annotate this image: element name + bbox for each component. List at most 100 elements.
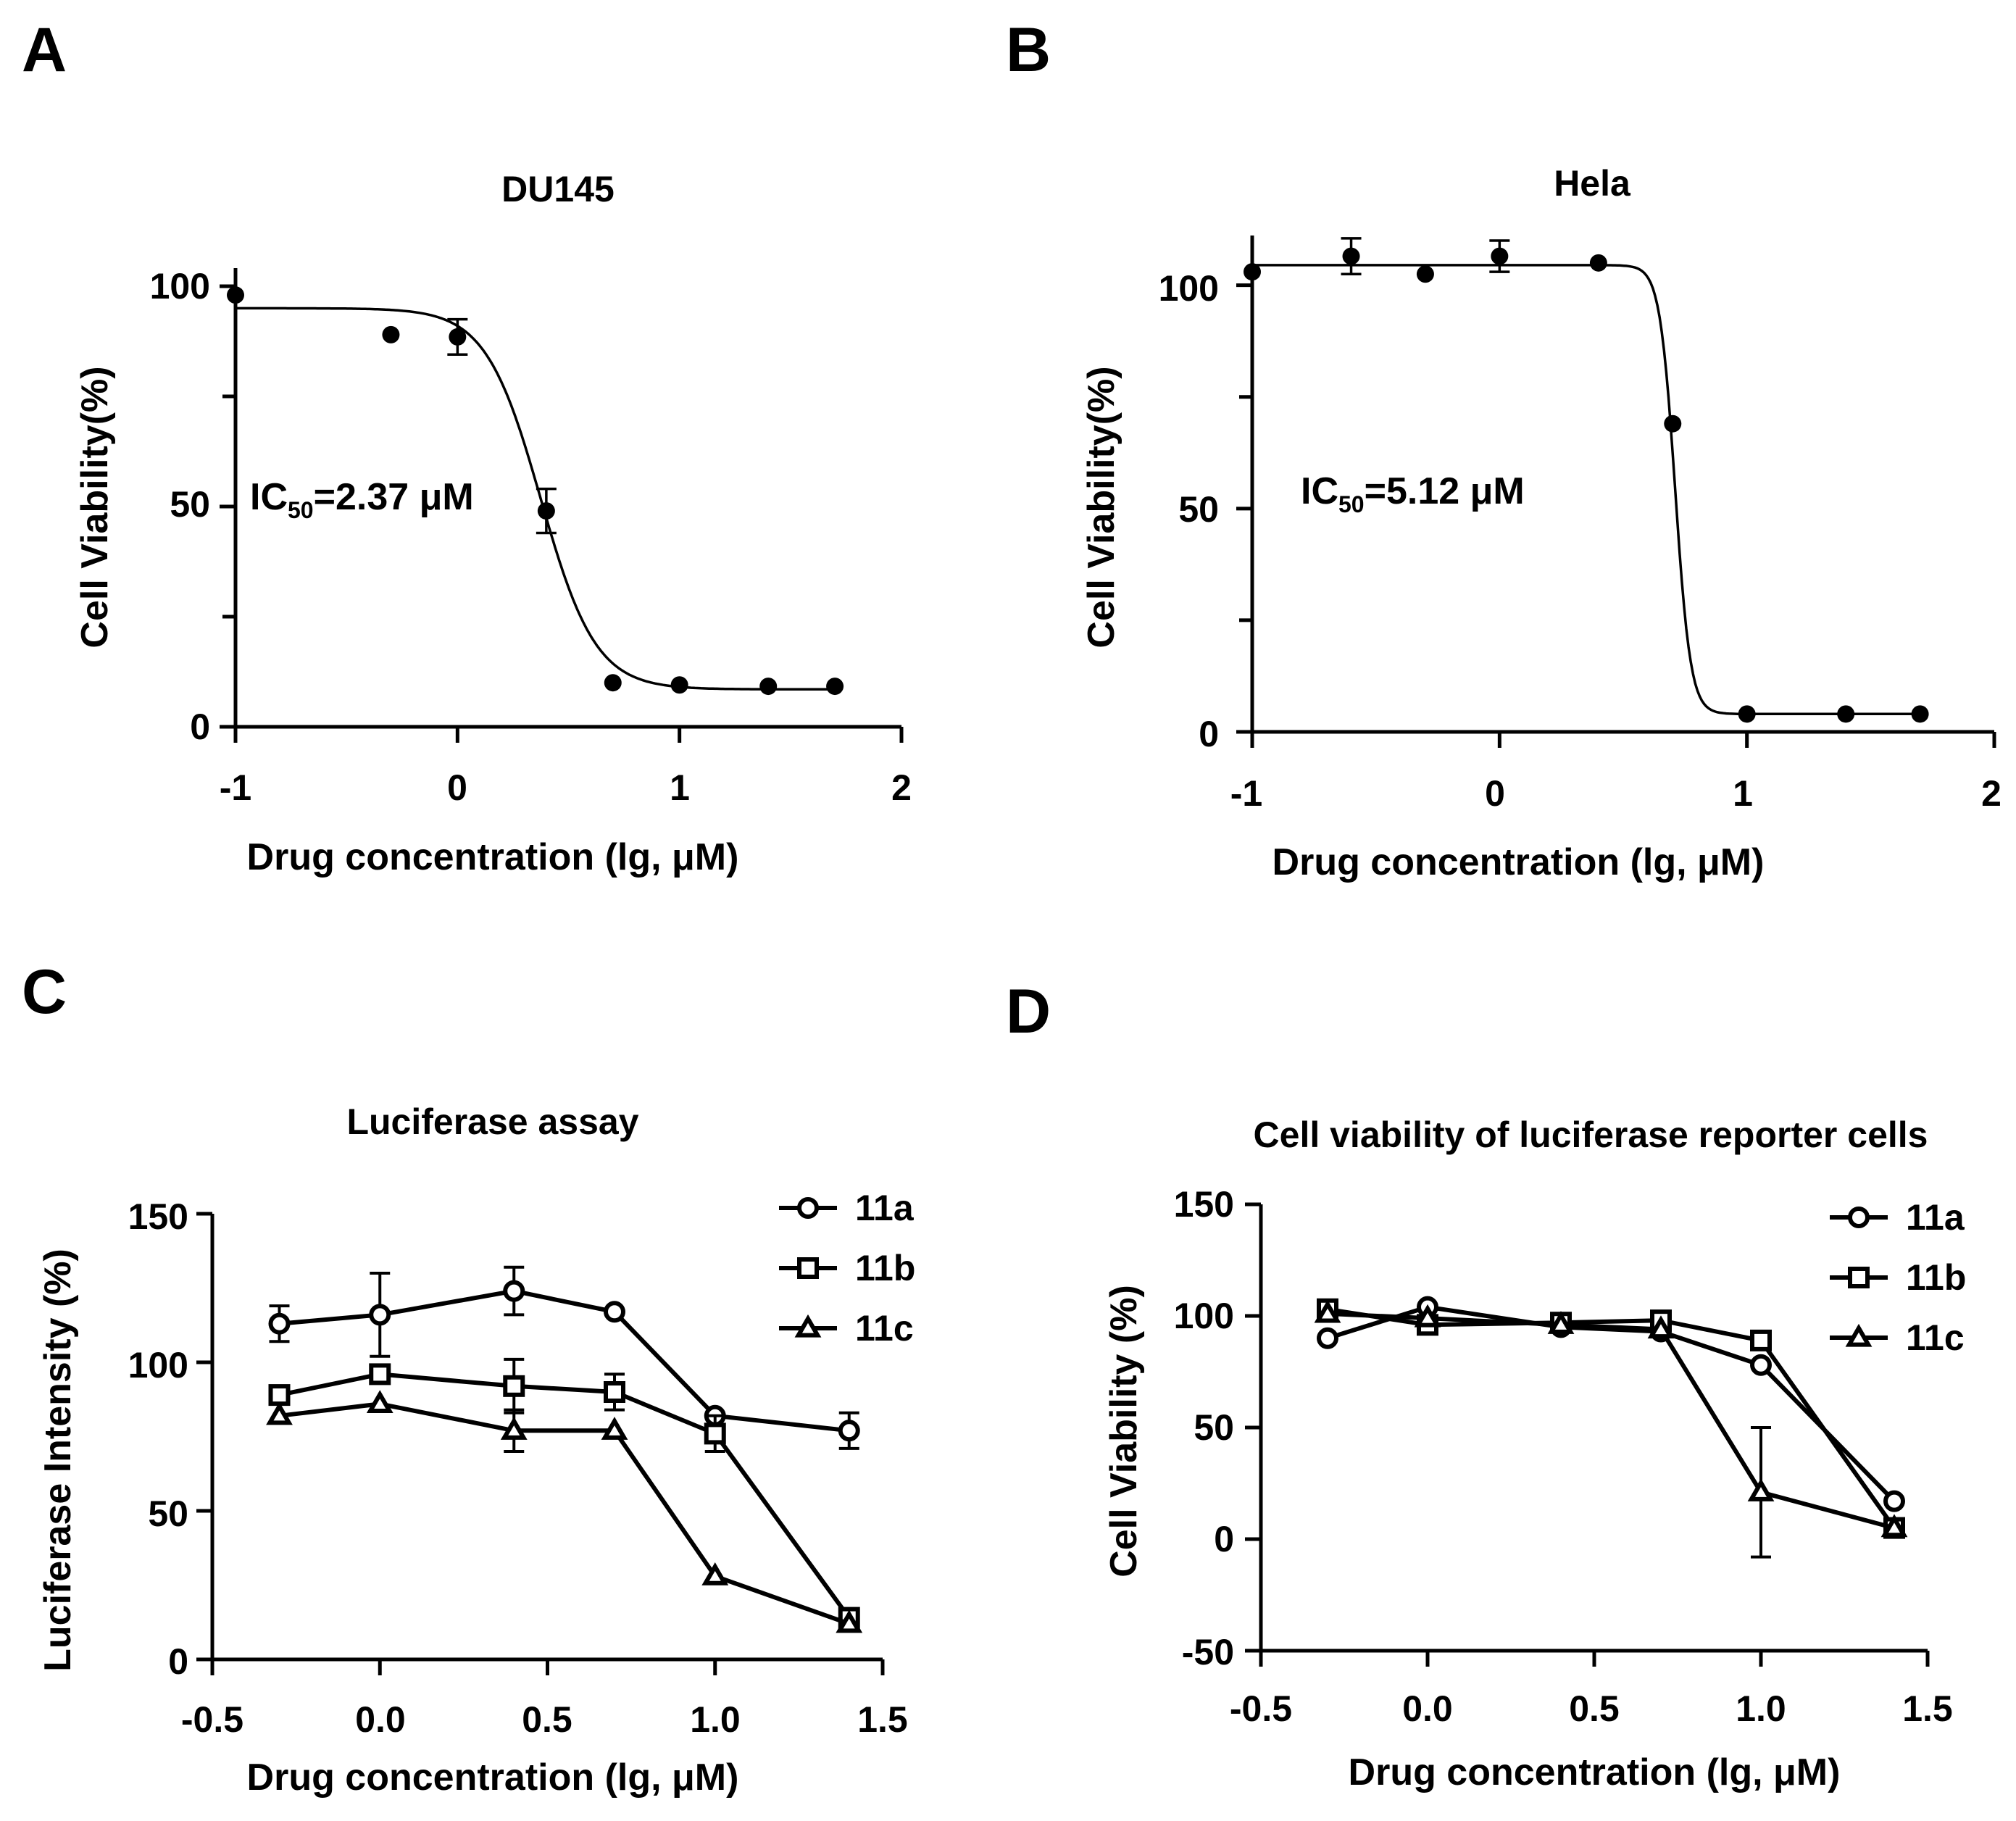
y-tick-label: 0 [1214, 1519, 1234, 1559]
x-tick-label: 1.0 [690, 1699, 741, 1740]
data-point [1491, 247, 1509, 265]
circle-marker [797, 1197, 819, 1219]
triangle-marker [601, 1417, 628, 1440]
y-axis-label-c: Luciferase Intensity (%) [37, 1249, 79, 1672]
series-line-11b [1327, 1307, 1896, 1530]
series-line-11b [278, 1372, 851, 1620]
panel-label-a: A [22, 15, 67, 85]
y-tick-label: 50 [1178, 489, 1219, 530]
square-marker [797, 1257, 819, 1279]
triangle-marker [1414, 1304, 1441, 1328]
x-tick-label: 0 [1485, 773, 1505, 814]
triangle-marker [1845, 1323, 1873, 1347]
fit-curve [236, 307, 836, 691]
ic50-subscript: 50 [288, 497, 314, 523]
legend-d: 11a 11b 11c [1830, 1197, 1966, 1358]
y-ticklabels-c: 0 50 100 150 [128, 1196, 188, 1682]
series-line-11c [279, 1401, 850, 1626]
legend-label: 11a [855, 1188, 915, 1228]
circle-marker [838, 1420, 860, 1442]
ic50-value: =2.37 μM [314, 476, 474, 518]
triangle-marker [794, 1314, 822, 1338]
y-tick-label: 50 [1194, 1407, 1234, 1448]
legend-label: 11c [855, 1308, 914, 1349]
legend-c: 11a 11b 11c [779, 1188, 915, 1349]
y-tick-label: 100 [150, 266, 210, 307]
x-axis-label-a: Drug concentration (lg, μM) [247, 836, 739, 878]
y-axis-label-b: Cell Viability(%) [1080, 366, 1122, 648]
square-marker [604, 1381, 625, 1403]
y-tick-label: 150 [128, 1196, 188, 1237]
triangle-marker [500, 1417, 528, 1440]
x-tick-label: 0.0 [355, 1699, 406, 1740]
series-line-11a [1327, 1304, 1896, 1503]
y-tick-label: -50 [1182, 1632, 1234, 1672]
data-point [759, 678, 778, 696]
square-marker [503, 1375, 525, 1397]
x-tick-label: 2 [891, 767, 912, 808]
x-tick-label: 0.0 [1402, 1688, 1453, 1729]
circle-marker [1750, 1354, 1772, 1376]
y-axis-label-d: Cell Viability (%) [1103, 1285, 1145, 1578]
ic50-annotation-b: IC50=5.12 μM [1301, 470, 1525, 517]
y-tick-label: 0 [190, 707, 210, 747]
ic50-prefix: IC [250, 476, 288, 518]
y-tick-label: 0 [168, 1641, 188, 1682]
series-line-11a [279, 1288, 850, 1433]
x-axis-label-b: Drug concentration (lg, μM) [1273, 841, 1765, 883]
panel-a: A DU145 -1 0 1 2 0 50 100 Drug concentra… [22, 15, 912, 878]
square-marker [268, 1384, 291, 1407]
ic50-prefix: IC [1301, 470, 1338, 512]
circle-marker [268, 1312, 291, 1335]
ic50-value: =5.12 μM [1365, 470, 1525, 512]
y-tick-label: 0 [1199, 714, 1219, 754]
data-point [826, 678, 844, 696]
data-point [227, 286, 244, 304]
x-tick-label: 2 [1981, 773, 2002, 814]
chart-title-a: DU145 [501, 169, 615, 209]
series-line-11c [1327, 1311, 1895, 1530]
panel-d: D Cell viability of luciferase reporter … [1006, 977, 1966, 1793]
data-point [1416, 265, 1434, 283]
y-ticklabels-a: 0 50 100 [150, 266, 210, 747]
circle-marker [1848, 1207, 1870, 1228]
legend-label: 11a [1906, 1197, 1965, 1238]
x-tick-label: -1 [1230, 773, 1262, 814]
data-point [1738, 705, 1756, 723]
chart-title-d: Cell viability of luciferase reporter ce… [1254, 1114, 1928, 1155]
data-point [382, 325, 400, 343]
x-axis-label-d: Drug concentration (lg, μM) [1349, 1751, 1841, 1793]
circle-marker [604, 1301, 625, 1323]
circle-marker [503, 1280, 525, 1302]
data-point [1837, 705, 1855, 723]
square-marker [704, 1422, 726, 1445]
y-axis-label-a: Cell Viability(%) [74, 366, 116, 648]
x-ticklabels-a: -1 0 1 2 [220, 767, 912, 808]
plot-area-c [196, 1212, 885, 1675]
x-tick-label: 1.5 [857, 1699, 908, 1740]
x-ticklabels-b: -1 0 1 2 [1230, 773, 2002, 814]
x-tick-label: 1.0 [1736, 1688, 1786, 1729]
x-tick-label: -1 [220, 767, 251, 808]
plot-area-d [1245, 1202, 1930, 1667]
triangle-marker [1880, 1514, 1908, 1538]
x-tick-label: 1 [1733, 773, 1753, 814]
y-tick-label: 100 [1159, 268, 1219, 309]
panel-label-d: D [1006, 977, 1051, 1046]
data-point [449, 328, 467, 346]
panel-label-c: C [22, 957, 67, 1027]
triangle-marker [1747, 1478, 1775, 1501]
legend-label: 11c [1906, 1317, 1965, 1358]
triangle-marker [266, 1401, 293, 1425]
y-tick-label: 50 [170, 484, 210, 525]
plot-area-b [1236, 236, 1996, 748]
circle-marker [1883, 1490, 1905, 1512]
ic50-subscript: 50 [1338, 491, 1365, 517]
fit-curve [1252, 264, 1920, 716]
panel-b: B Hela -1 0 1 2 0 50 100 Drug concentrat… [1006, 15, 2002, 883]
x-ticklabels-c: -0.5 0.0 0.5 1.0 1.5 [181, 1699, 908, 1740]
y-ticklabels-d: -50 0 50 100 150 [1174, 1184, 1234, 1672]
circle-marker [1317, 1327, 1338, 1349]
data-point [537, 502, 555, 520]
